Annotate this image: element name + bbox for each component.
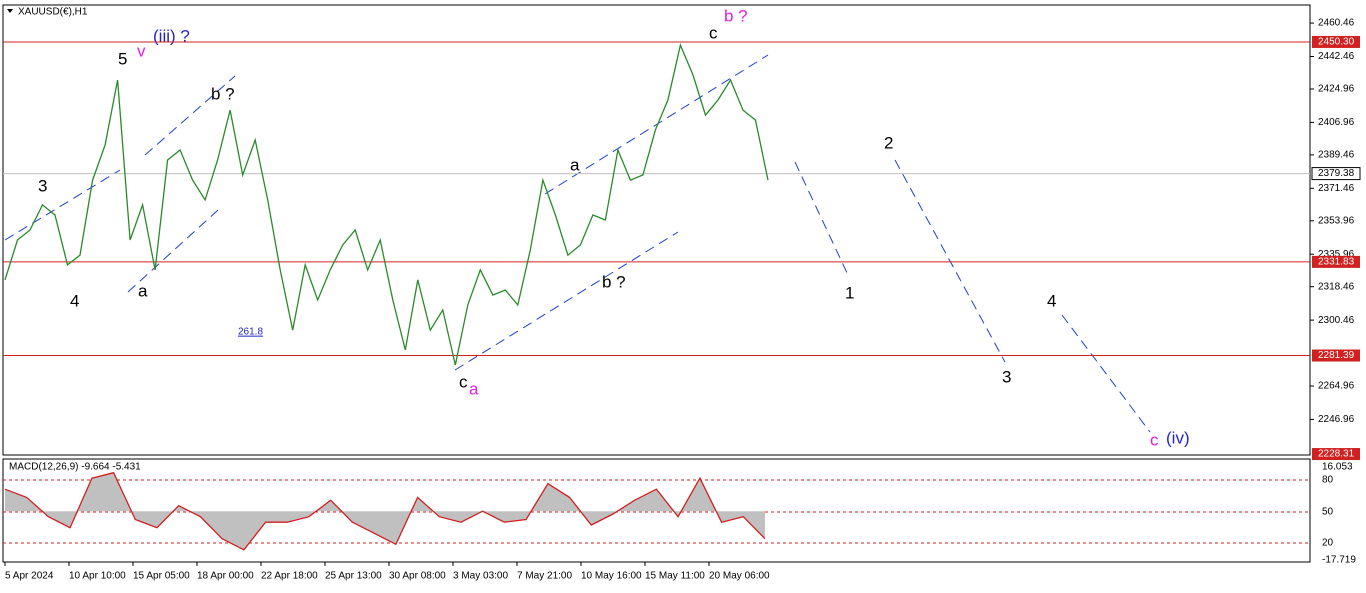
wave-label: b ? bbox=[724, 6, 748, 25]
y-tick-label: 2460.46 bbox=[1318, 18, 1355, 29]
y-tick-label: 2389.46 bbox=[1318, 150, 1355, 161]
x-tick-label: 15 May 11:00 bbox=[645, 571, 705, 582]
wave-label: 1 bbox=[845, 283, 854, 302]
macd-signal bbox=[4, 471, 766, 551]
level-label: 80 bbox=[1322, 475, 1334, 486]
level-label: 2331.83 bbox=[1318, 257, 1355, 268]
x-tick-label: 10 May 16:00 bbox=[581, 571, 642, 582]
wave-label: 5 bbox=[118, 49, 127, 68]
y-tick-label: 2264.96 bbox=[1318, 381, 1355, 392]
macd-tick-label: -17.719 bbox=[1322, 555, 1356, 566]
wave-label: 4 bbox=[70, 291, 79, 310]
current-box bbox=[1311, 167, 1361, 181]
wave-label: 3 bbox=[1002, 367, 1011, 386]
macd-area bbox=[5, 472, 765, 550]
level-box bbox=[1312, 255, 1360, 268]
price-line bbox=[4, 42, 769, 366]
level-label: 20 bbox=[1322, 538, 1334, 549]
symbol-title: XAUUSD(€),H1 bbox=[18, 7, 88, 18]
y-tick-label: 2246.96 bbox=[1318, 414, 1355, 425]
x-tick-label: 5 Apr 2024 bbox=[5, 571, 54, 582]
level-label: 2450.30 bbox=[1318, 37, 1355, 48]
y-tick-label: 2318.46 bbox=[1318, 281, 1355, 292]
channel bbox=[144, 75, 236, 156]
wave-label: 4 bbox=[1047, 291, 1056, 310]
x-tick-label: 30 Apr 08:00 bbox=[389, 571, 446, 582]
x-tick-label: 10 Apr 10:00 bbox=[69, 571, 126, 582]
level-label: 2281.39 bbox=[1318, 350, 1355, 361]
y-tick-label: 2406.96 bbox=[1318, 117, 1355, 128]
x-tick-label: 3 May 03:00 bbox=[453, 571, 508, 582]
y-tick-label: 2353.96 bbox=[1318, 215, 1355, 226]
channel bbox=[127, 209, 219, 293]
x-tick-label: 18 Apr 00:00 bbox=[197, 571, 254, 582]
x-tick-label: 25 Apr 13:00 bbox=[325, 571, 382, 582]
wave-label: 2 bbox=[884, 133, 893, 152]
projection bbox=[1061, 314, 1151, 433]
y-tick-label: 2335.96 bbox=[1318, 249, 1355, 260]
level-label: 50 bbox=[1322, 507, 1334, 518]
x-tick-label: 20 May 06:00 bbox=[709, 571, 770, 582]
level-box bbox=[1312, 448, 1360, 461]
wave-label: (iii) ? bbox=[153, 26, 190, 45]
y-tick-label: 2300.46 bbox=[1318, 315, 1355, 326]
y-tick-label: 2371.46 bbox=[1318, 183, 1355, 194]
wave-label: a bbox=[570, 155, 580, 174]
fib-label: 261.8 bbox=[238, 327, 263, 338]
channel bbox=[454, 231, 679, 371]
y-tick-label: 2424.96 bbox=[1318, 84, 1355, 95]
wave-label: b ? bbox=[602, 272, 626, 291]
wave-label: c bbox=[709, 23, 718, 42]
wave-label: c bbox=[459, 372, 468, 391]
channel bbox=[544, 54, 769, 195]
y-tick-label: 2442.46 bbox=[1318, 51, 1355, 62]
x-tick-label: 15 Apr 05:00 bbox=[133, 571, 190, 582]
macd-label: MACD(12,26,9) -9.664 -5.431 bbox=[9, 462, 141, 473]
main-frame bbox=[2, 4, 1311, 456]
wave-label: (iv) bbox=[1166, 428, 1190, 447]
x-tick-label: 22 Apr 18:00 bbox=[261, 571, 318, 582]
wave-label: a bbox=[469, 379, 479, 398]
projection bbox=[894, 159, 1006, 363]
macd-tick-label: 16.053 bbox=[1322, 462, 1353, 473]
wave-label: c bbox=[1150, 430, 1159, 449]
current-label: 2379.38 bbox=[1318, 168, 1355, 179]
level-box bbox=[1312, 35, 1360, 48]
level-box bbox=[1312, 349, 1360, 362]
projection bbox=[794, 161, 849, 276]
level-label: 2228.31 bbox=[1318, 449, 1355, 460]
channel bbox=[4, 169, 121, 241]
x-tick-label: 7 May 21:00 bbox=[517, 571, 572, 582]
menu-arrow[interactable] bbox=[7, 9, 13, 13]
macd-frame bbox=[2, 458, 1311, 563]
wave-label: a bbox=[138, 281, 148, 300]
wave-label: v bbox=[137, 41, 146, 60]
wave-label: 3 bbox=[38, 176, 47, 195]
wave-label: b ? bbox=[211, 84, 235, 103]
